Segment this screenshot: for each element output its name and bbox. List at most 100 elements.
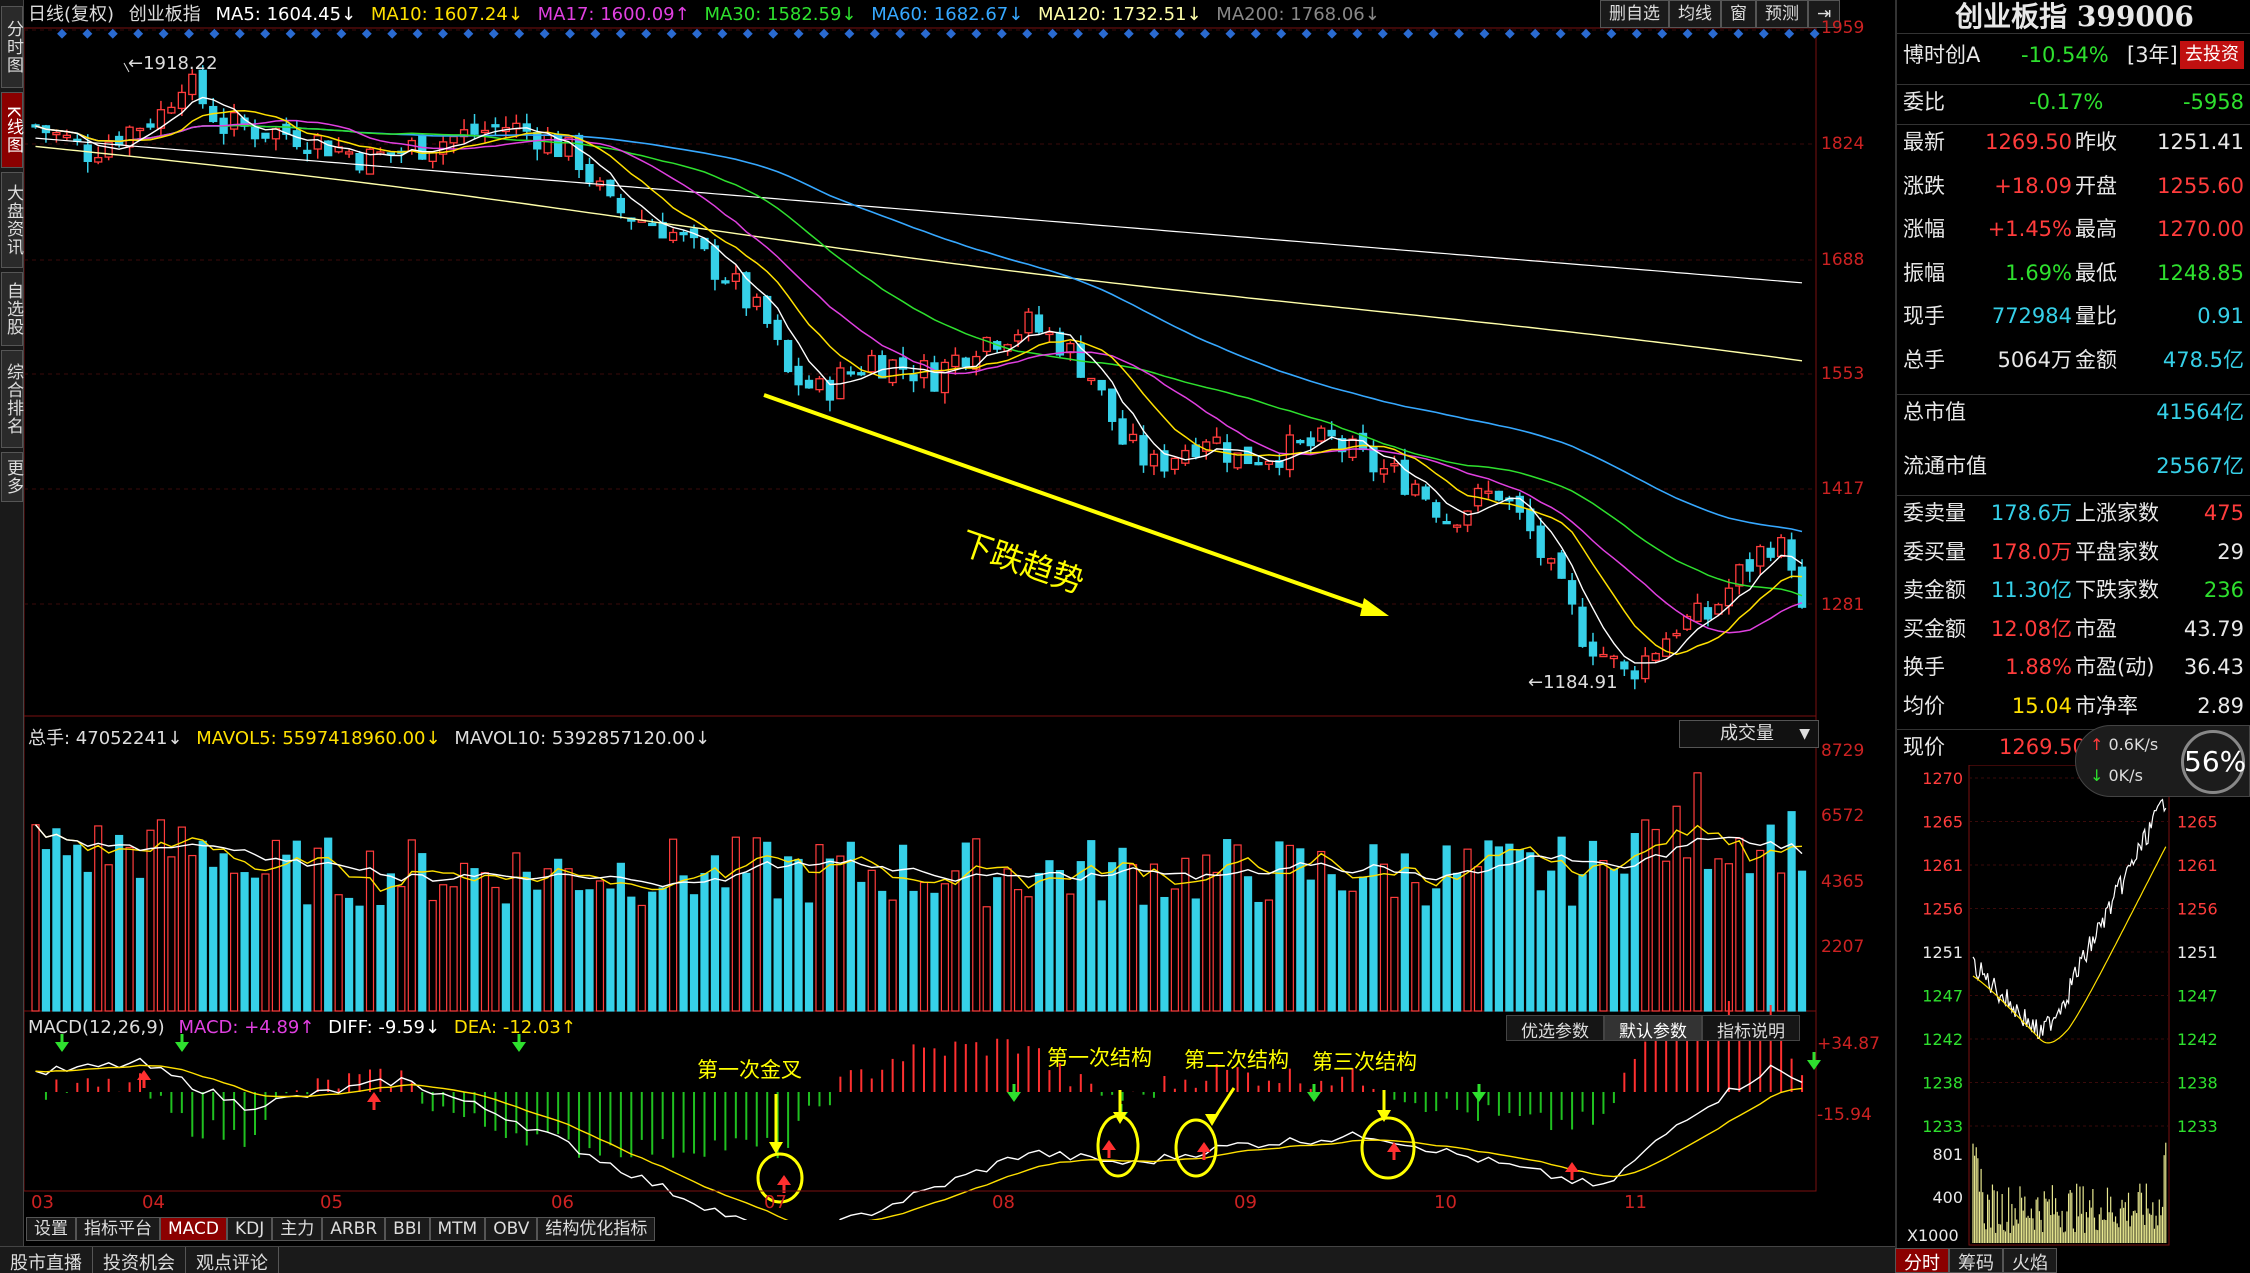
quote-l2: 最低: [2075, 260, 2117, 285]
event-marker: [1225, 28, 1236, 39]
event-marker: [1682, 28, 1693, 39]
candle-body: [1285, 434, 1295, 471]
signal-arrow: [512, 1042, 526, 1052]
volume-bar: [188, 854, 197, 1012]
kline-chart[interactable]: [24, 0, 1895, 1220]
event-marker: [1733, 28, 1744, 39]
candle-body: [857, 372, 866, 376]
intraday-pct-tick: 1256: [2177, 900, 2218, 919]
quote-row: 均价 15.04 市净率 2.89: [1897, 689, 2250, 723]
quote-table: 最新 1269.50 昨收 1251.41 涨跌 +18.09 开盘 1255.60 涨幅 +1.…: [1897, 124, 2250, 372]
indicator-help-button[interactable]: 指标说明: [1702, 1015, 1800, 1042]
volume-bar: [1620, 873, 1629, 1012]
volume-bar: [230, 872, 239, 1012]
quote-l1: 振幅: [1903, 260, 1945, 285]
volume-bar: [1735, 837, 1744, 1012]
volume-bar: [689, 894, 699, 1012]
annotation-circle: [756, 1152, 804, 1204]
fund-name[interactable]: 博时创A: [1903, 43, 1981, 67]
invest-button[interactable]: 去投资: [2180, 41, 2244, 69]
tab-chips[interactable]: 筹码: [1949, 1248, 2003, 1273]
tab-macd[interactable]: MACD: [160, 1217, 227, 1241]
tab-arbr[interactable]: ARBR: [322, 1217, 386, 1241]
left-tab[interactable]: 自选股: [1, 272, 23, 346]
chevron-down-icon: ▼: [1799, 726, 1810, 742]
intraday-pct-tick: 1233: [2177, 1117, 2218, 1136]
quote-v2: 2.89: [2197, 693, 2244, 718]
tab-structure-indicator[interactable]: 结构优化指标: [537, 1217, 656, 1241]
tab-bbi[interactable]: BBI: [385, 1217, 430, 1241]
left-tab[interactable]: 大盘资讯: [1, 172, 23, 268]
volume-selector[interactable]: 成交量 ▼: [1679, 720, 1819, 748]
remove-favorite-button[interactable]: 删自选: [1600, 0, 1669, 28]
tab-indicator-platform[interactable]: 指标平台: [76, 1217, 160, 1241]
tab-settings[interactable]: 设置: [26, 1217, 76, 1241]
expand-icon[interactable]: ⇥: [1808, 0, 1841, 28]
candle-body: [940, 361, 950, 394]
volume-bar: [919, 881, 929, 1012]
live-button[interactable]: 股市直播: [0, 1247, 93, 1273]
candle-body: [1264, 460, 1274, 465]
current-price-value: 1269.50: [1999, 735, 2086, 759]
left-tab[interactable]: K线图: [1, 92, 23, 168]
volume-bar: [898, 844, 908, 1012]
signal-arrow: [1307, 1092, 1321, 1102]
event-marker: [1479, 28, 1490, 39]
volume-bar: [156, 819, 166, 1012]
volume-bar: [261, 873, 270, 1012]
tab-main-force[interactable]: 主力: [272, 1217, 323, 1241]
volume-bar: [972, 838, 981, 1012]
quote-v1: +18.09: [1994, 173, 2072, 198]
intraday-chart[interactable]: 1270127012651265126112611256125612511251…: [1897, 765, 2250, 1248]
candle-body: [1588, 641, 1598, 657]
tab-obv[interactable]: OBV: [485, 1217, 538, 1241]
macd-tick: -15.94: [1817, 1105, 1872, 1125]
left-tab[interactable]: 分时图: [1, 6, 23, 88]
event-marker: [1327, 28, 1337, 39]
tab-mtm[interactable]: MTM: [429, 1217, 486, 1241]
comments-button[interactable]: 观点评论: [186, 1247, 279, 1273]
tab-kdj[interactable]: KDJ: [226, 1217, 273, 1241]
quote-l2: 市盈(动): [2075, 655, 2155, 679]
volume-bar: [52, 828, 61, 1012]
period-label[interactable]: 日线(复权): [28, 4, 115, 25]
diff-value: DIFF: -9.59↓: [328, 1017, 441, 1038]
event-marker: [1403, 28, 1414, 39]
intraday-price-tick: 1238: [1922, 1074, 1963, 1093]
candle-body: [83, 144, 92, 162]
candle-body: [1097, 379, 1106, 391]
month-label: 09: [1234, 1192, 1257, 1213]
signal-arrow: [1807, 1060, 1821, 1070]
volume-bar: [1724, 863, 1733, 1012]
forecast-button[interactable]: 预测: [1756, 0, 1808, 28]
default-params-button[interactable]: 默认参数: [1604, 1015, 1702, 1042]
volume-bar: [418, 853, 427, 1012]
event-marker: [920, 28, 931, 39]
quote-row: 涨幅 +1.45% 最高 1270.00: [1897, 212, 2250, 246]
intraday-vol-tick: 801: [1932, 1145, 1963, 1164]
candle-body: [1202, 441, 1211, 452]
diff-line: [35, 1057, 1803, 1220]
volume-bar: [940, 883, 950, 1012]
ma-button[interactable]: 均线: [1669, 0, 1721, 28]
volume-bar: [1233, 844, 1242, 1012]
candle-body: [1682, 615, 1692, 630]
left-tab[interactable]: 综合排名: [1, 350, 23, 448]
left-tab[interactable]: 更多: [1, 452, 23, 502]
window-button[interactable]: 窗: [1721, 0, 1756, 28]
candle-body: [1275, 460, 1284, 468]
volume-bar: [41, 849, 51, 1012]
volume-bar: [606, 888, 615, 1012]
optimize-params-button[interactable]: 优选参数: [1506, 1015, 1604, 1042]
tab-flame[interactable]: 火焰: [2003, 1248, 2057, 1273]
signal-arrow: [1102, 1140, 1116, 1150]
candle-body: [428, 152, 437, 163]
volume-bar: [1557, 836, 1566, 1012]
candle-body: [1714, 604, 1723, 615]
intraday-price-tick: 1247: [1922, 987, 1963, 1006]
quote-l1: 换手: [1903, 655, 1945, 679]
opportunity-button[interactable]: 投资机会: [93, 1247, 186, 1273]
top-toolbar: 删自选 均线 窗 预测 ⇥: [1600, 0, 1841, 28]
tab-intraday[interactable]: 分时: [1895, 1248, 1949, 1273]
candle-body: [585, 164, 594, 183]
